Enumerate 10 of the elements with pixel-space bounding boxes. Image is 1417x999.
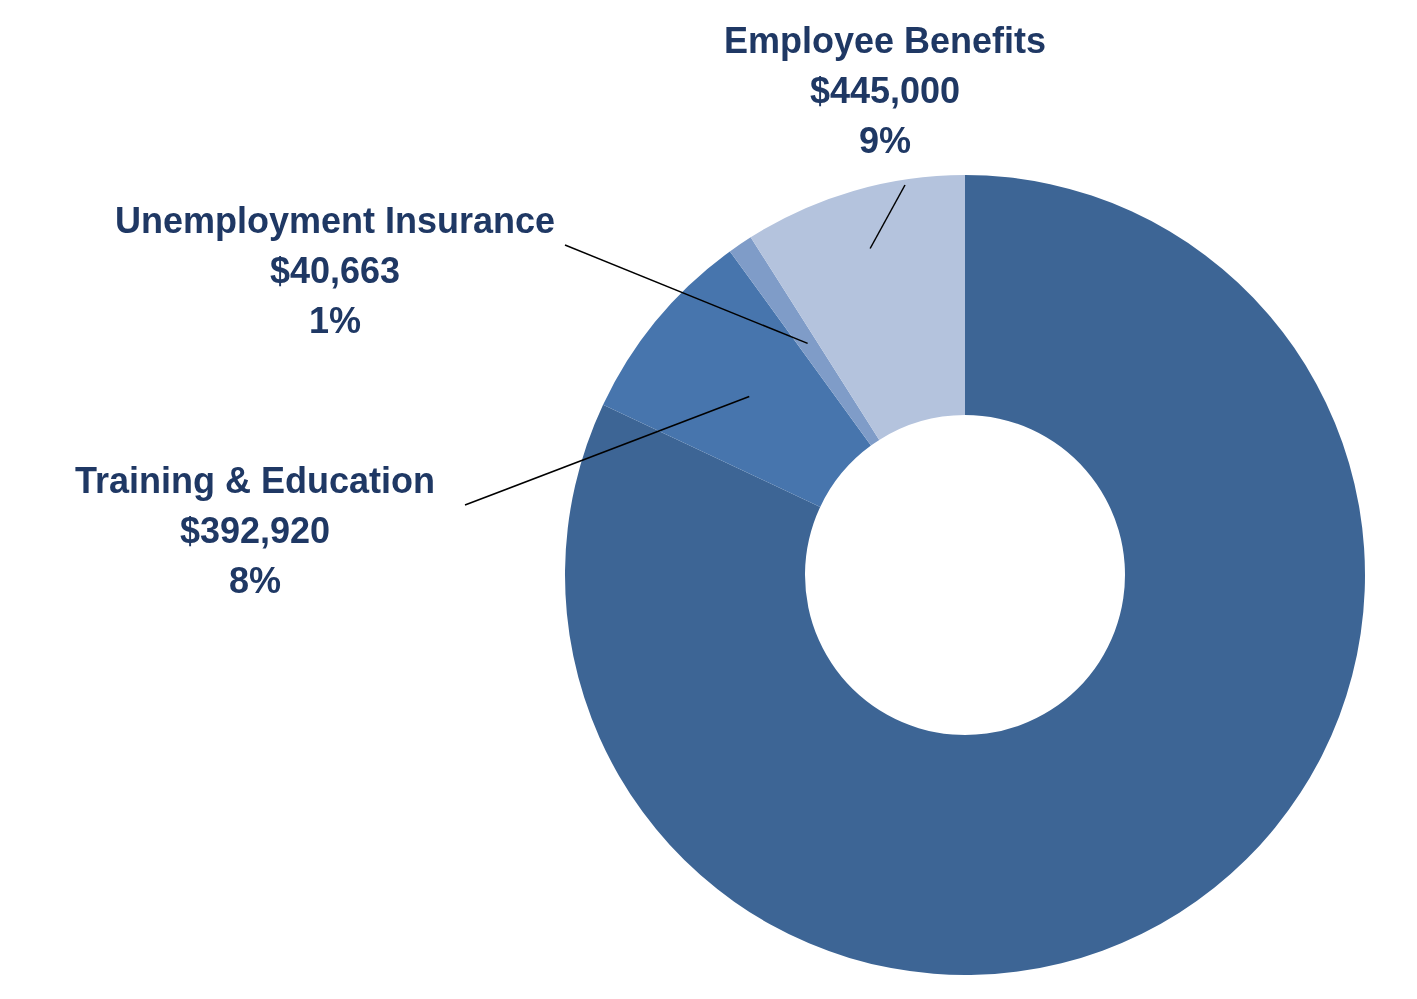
data-label: $40,663 1%: [269, 250, 401, 341]
slice-label: Employee Benefits: [723, 20, 1047, 61]
donut-slice: [729, 237, 880, 446]
data-label: $392,920 8%: [179, 510, 331, 601]
donut-slice: [603, 251, 871, 507]
slice-label: Unemployment Insurance: [114, 200, 556, 241]
donut-slice: [750, 175, 965, 440]
slice-label: Training & Education: [74, 460, 436, 501]
donut-slice: [565, 175, 1365, 975]
data-label: $445,000 9%: [809, 70, 961, 161]
